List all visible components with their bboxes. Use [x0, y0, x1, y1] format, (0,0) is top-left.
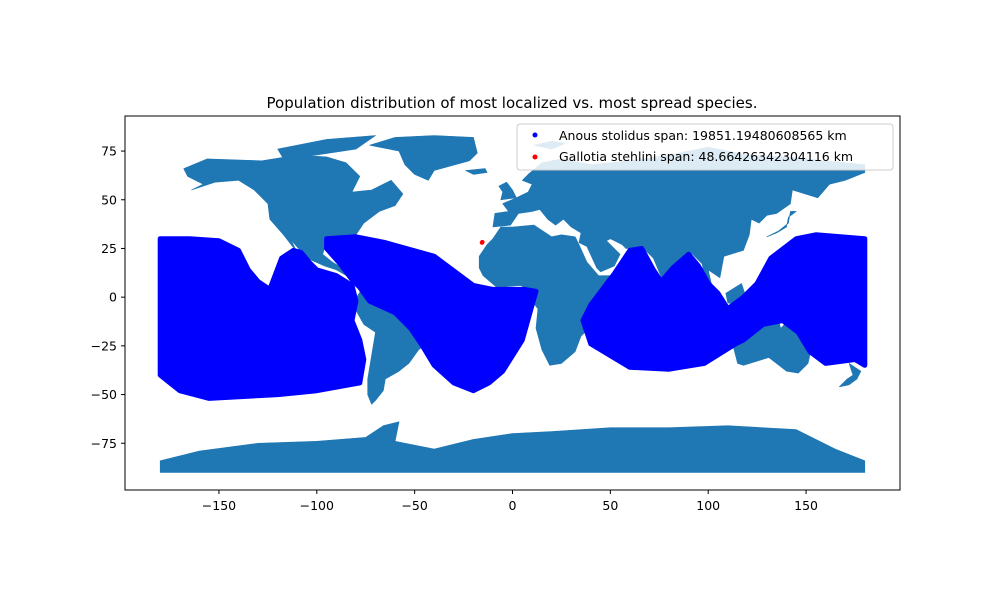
land-greenland [369, 135, 478, 181]
land-north-america [183, 154, 404, 284]
land-japan [766, 211, 797, 238]
anous-stolidus-range-east-pacific [157, 236, 367, 401]
land-antarctica [159, 421, 866, 473]
legend-label-anous-stolidus: Anous stolidus span: 19851.19480608565 k… [559, 128, 847, 143]
legend: Anous stolidus span: 19851.19480608565 k… [516, 123, 894, 171]
legend-marker-gallotia-stehlini [532, 154, 538, 160]
legend-box [516, 123, 894, 171]
anous-stolidus-range-atlantic [324, 234, 539, 394]
x-axis: −150 −100 −50 0 50 100 150 [202, 490, 818, 513]
y-tick-label: −75 [91, 436, 117, 451]
y-tick-label: −50 [91, 387, 117, 402]
y-axis: −75 −50 −25 0 25 50 75 [91, 144, 125, 451]
x-tick-label: −100 [300, 498, 334, 513]
anous-stolidus-range-indo-pacific [580, 232, 868, 372]
plot-area [157, 135, 868, 473]
x-tick-label: 50 [602, 498, 618, 513]
land-british-isles [498, 181, 517, 201]
land-iceland [465, 168, 488, 175]
land-arctic-islands [277, 135, 376, 160]
y-tick-label: 25 [101, 241, 117, 256]
x-tick-label: 0 [509, 498, 517, 513]
x-tick-label: −150 [202, 498, 236, 513]
y-tick-label: 75 [101, 144, 117, 159]
y-tick-label: 0 [109, 290, 117, 305]
x-tick-label: 100 [696, 498, 720, 513]
legend-label-gallotia-stehlini: Gallotia stehlini span: 48.6642634230411… [559, 149, 853, 164]
land-new-zealand [839, 363, 862, 388]
y-tick-label: −25 [91, 338, 117, 353]
y-tick-label: 50 [101, 192, 117, 207]
legend-marker-anous-stolidus [532, 132, 538, 138]
species-occurrence-layer [157, 232, 868, 401]
gallotia-stehlini-point-1 [480, 239, 485, 245]
x-tick-label: 150 [794, 498, 818, 513]
x-tick-label: −50 [401, 498, 427, 513]
chart-title: Population distribution of most localize… [267, 94, 758, 112]
